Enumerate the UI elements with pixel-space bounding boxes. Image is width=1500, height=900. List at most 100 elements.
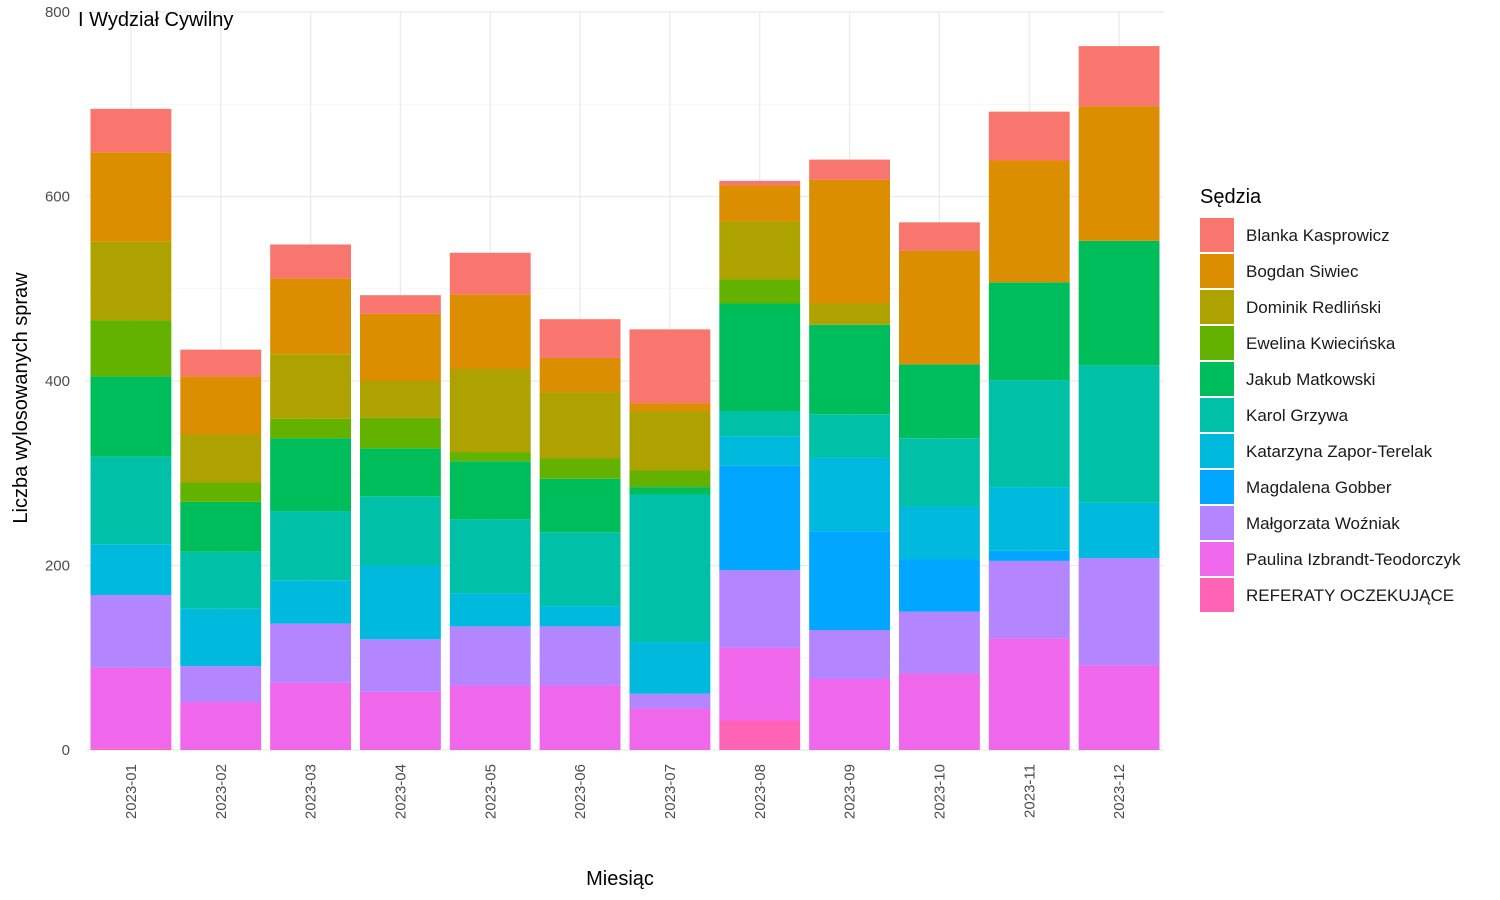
bar-segment (359, 639, 441, 692)
bar-segment (719, 185, 801, 222)
bar-segment (719, 465, 801, 571)
bar-segment (719, 647, 801, 721)
bar-segment (1078, 665, 1160, 750)
legend-key (1200, 398, 1234, 432)
bar-segment (180, 349, 262, 377)
bar-segment (988, 160, 1070, 283)
bar-segment (1078, 558, 1160, 666)
x-axis-ticks: 2023-01 2023-02 2023-03 2023-04 2023-05 2023-… (123, 764, 1128, 819)
bar-segment (90, 544, 172, 596)
bar-segment (629, 708, 711, 750)
x-tick-label: 2023-01 (123, 764, 140, 819)
minor-gridlines (86, 103, 1164, 659)
y-tick-label: 0 (62, 742, 70, 759)
bar-segment (449, 294, 531, 370)
bar-segment (539, 458, 621, 479)
bar-segment (449, 461, 531, 520)
legend-label: Blanka Kasprowicz (1246, 226, 1390, 245)
legend-key (1200, 506, 1234, 540)
bar-segment (898, 611, 980, 674)
legend-label: Bogdan Siwiec (1246, 262, 1359, 281)
bar-segment (809, 179, 891, 304)
legend-key (1200, 470, 1234, 504)
bar-segment (629, 494, 711, 643)
bar-segment (809, 630, 891, 679)
bar-segment (629, 470, 711, 488)
bar-segment (988, 282, 1070, 381)
bar-segment (90, 456, 172, 545)
chart-title: I Wydział Cywilny (78, 9, 233, 31)
bar-segment (629, 329, 711, 404)
bar-segment (898, 364, 980, 439)
x-tick-label: 2023-10 (931, 764, 948, 819)
bar-segment (988, 380, 1070, 488)
x-tick-label: 2023-08 (752, 764, 769, 819)
bar-segment (449, 626, 531, 686)
x-tick-label: 2023-11 (1021, 764, 1038, 818)
legend-key (1200, 434, 1234, 468)
bar-segment (449, 519, 531, 594)
bar-segment (359, 417, 441, 449)
bar-segment (90, 241, 172, 321)
legend-label: Paulina Izbrandt-Teodorczyk (1246, 550, 1461, 569)
bar-segment (449, 369, 531, 453)
bar-segment (90, 376, 172, 457)
bar-segment (809, 159, 891, 180)
bar-segment (359, 565, 441, 640)
bar-segment (719, 279, 801, 304)
bar-segment (988, 487, 1070, 551)
legend-key (1200, 578, 1234, 612)
x-tick-label: 2023-06 (572, 764, 589, 819)
legend-key (1200, 542, 1234, 576)
legend-key (1200, 362, 1234, 396)
x-tick-label: 2023-09 (842, 764, 859, 819)
bar-segment (719, 436, 801, 466)
legend-key (1200, 218, 1234, 252)
y-axis-title: Liczba wylosowanych spraw (10, 272, 32, 524)
bar-segment (90, 667, 172, 749)
bar-segment (539, 626, 621, 686)
bar-segment (270, 511, 352, 581)
bar-segment (180, 376, 262, 435)
bar-segment (629, 642, 711, 694)
bar-segment (988, 550, 1070, 561)
legend-label: Małgorzata Woźniak (1246, 514, 1400, 533)
bar-segment (359, 448, 441, 497)
bar-segment (270, 418, 352, 439)
bar-segment (180, 551, 262, 609)
bar-segment (898, 559, 980, 612)
bar-segment (539, 478, 621, 533)
legend-label: Jakub Matkowski (1246, 370, 1375, 389)
bar-segment (90, 152, 172, 242)
bar-segment (539, 606, 621, 627)
y-tick-label: 400 (45, 373, 70, 390)
bar-segment (180, 702, 262, 750)
bar-segment (988, 560, 1070, 639)
bar-segment (270, 682, 352, 750)
bar-segment (270, 278, 352, 355)
y-axis-ticks: 0 200 400 600 800 (45, 4, 70, 759)
bar-segment (539, 319, 621, 358)
bar-segment (359, 496, 441, 566)
bar-segment (988, 111, 1070, 161)
bar-segment (539, 685, 621, 750)
bar-segment (629, 411, 711, 471)
bar-segment (898, 250, 980, 365)
bar-segment (449, 452, 531, 462)
y-tick-label: 800 (45, 4, 70, 21)
bar-segment (898, 222, 980, 251)
x-tick-label: 2023-07 (662, 764, 679, 819)
bar-segment (449, 593, 531, 627)
bar-segment (449, 252, 531, 295)
x-axis-title: Miesiąc (586, 868, 654, 890)
legend: Sędzia Blanka Kasprowicz Bogdan Siwiec Dom… (1200, 186, 1461, 612)
legend-key (1200, 326, 1234, 360)
bar-segment (719, 221, 801, 280)
y-tick-label: 600 (45, 189, 70, 206)
bar-segment (629, 693, 711, 709)
bar-segment (898, 673, 980, 750)
bar-segment (180, 434, 262, 483)
bar-segment (1078, 106, 1160, 241)
bar-segment (449, 685, 531, 750)
bar-segment (809, 457, 891, 532)
